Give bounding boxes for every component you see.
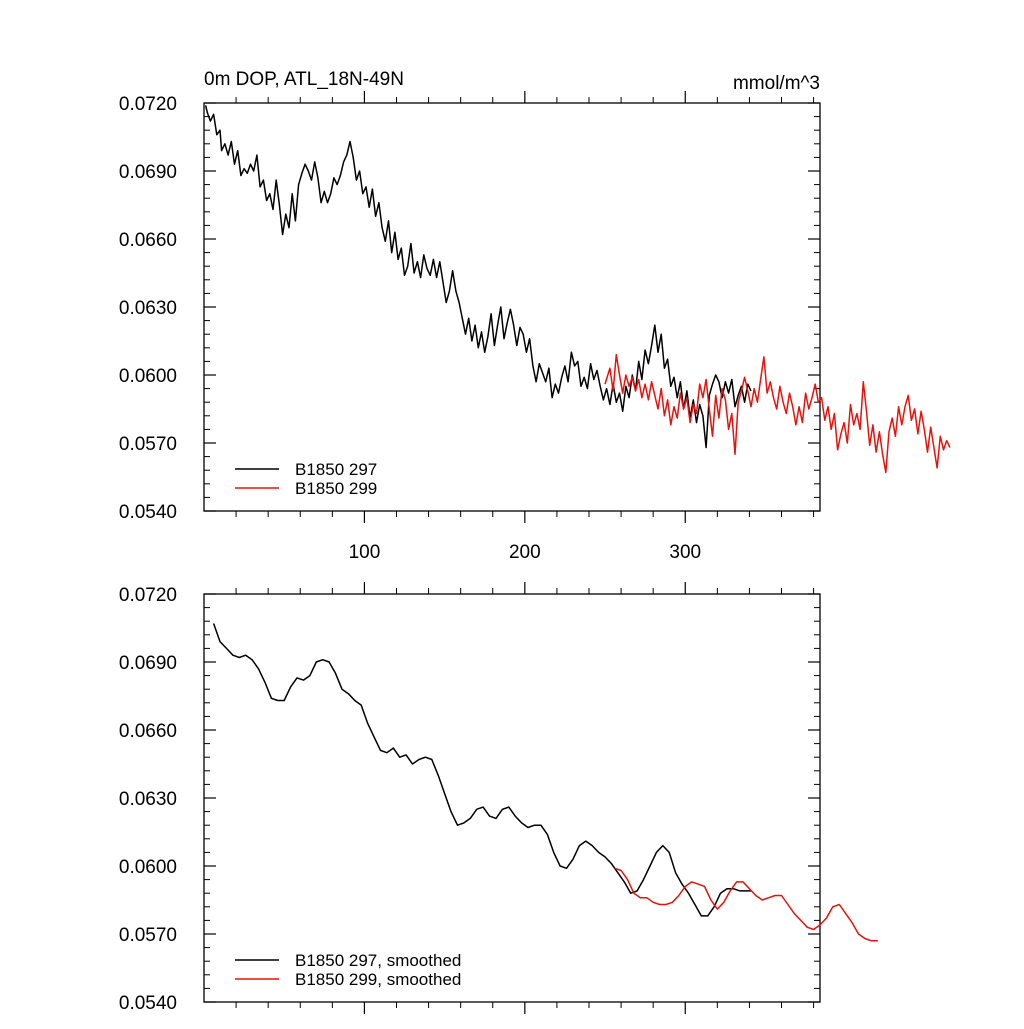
panel-2-series-line-2 [614, 867, 878, 942]
panel-1-series-line-1 [204, 105, 752, 449]
panel-2-y-tick-label: 0.0720 [119, 585, 177, 606]
panel-1-x-tick-label: 200 [509, 542, 541, 563]
panel-1-plot-frame [203, 102, 821, 512]
panel-1-legend-label-1: B1850 297 [295, 460, 377, 479]
panel-1-y-tick-label: 0.0540 [119, 502, 177, 523]
panel-1-y-tick-label: 0.0720 [119, 94, 177, 115]
panel-1-x-tick-label: 100 [349, 542, 381, 563]
panel-1-y-tick-label: 0.0660 [119, 230, 177, 251]
panel-1-x-tick-label: 300 [669, 542, 701, 563]
panel-2-y-tick-label: 0.0660 [119, 721, 177, 742]
panel-2-y-tick-label: 0.0630 [119, 789, 177, 810]
panel-2-y-tick-label: 0.0600 [119, 857, 177, 878]
panel-2-legend-label-1: B1850 297, smoothed [295, 951, 461, 970]
panel-2-y-tick-label: 0.0690 [119, 653, 177, 674]
chart-title: 0m DOP, ATL_18N-49N [204, 69, 404, 90]
panel-1-y-tick-label: 0.0600 [119, 366, 177, 387]
panel-1-y-tick-label: 0.0570 [119, 434, 177, 455]
panel-2-y-tick-label: 0.0540 [119, 993, 177, 1014]
panel-2-y-tick-label: 0.0570 [119, 925, 177, 946]
panel-2-legend-label-2: B1850 299, smoothed [295, 970, 461, 989]
panel-1-y-tick-label: 0.0690 [119, 162, 177, 183]
chart-panel-2: 0.0540 0.0570 0.0600 0.0630 0.0660 0.0690 0.07… [119, 582, 878, 1014]
panel-2-plot-frame [203, 593, 821, 1003]
panel-1-series-line-2 [604, 353, 951, 474]
panel-1-y-tick-label: 0.0630 [119, 298, 177, 319]
panel-2-series-line-1 [212, 623, 751, 917]
chart-units-label: mmol/m^3 [733, 73, 820, 94]
chart-panel-1: 0.0540 0.0570 0.0600 0.0630 0.0660 0.0690 0.07… [119, 69, 951, 563]
panel-1-legend-label-2: B1850 299 [295, 479, 377, 498]
